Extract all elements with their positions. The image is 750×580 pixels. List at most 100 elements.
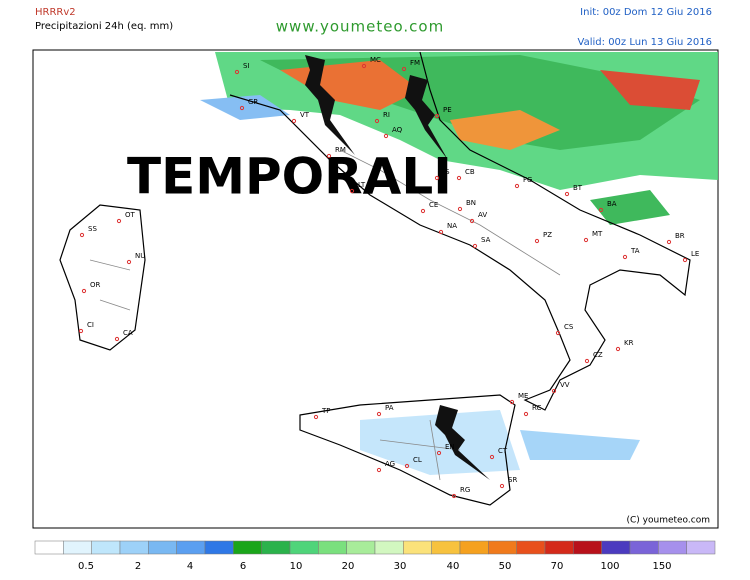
legend-swatch [34,540,64,555]
site-name: www.youmeteo.com [276,18,444,36]
legend-swatch [176,540,206,555]
legend-label: 30 [394,561,407,572]
city-dot [472,243,478,249]
city-dot [404,463,410,469]
city-label: IS [443,168,450,176]
precipitation [200,52,718,475]
city-label: ME [518,392,528,400]
city-label: SA [481,236,491,244]
city-dot [79,232,85,238]
city-dot [234,69,240,75]
city-label: BN [466,199,476,207]
city-dot [551,388,557,394]
city-dot [564,191,570,197]
legend-label: 150 [652,561,671,572]
legend-swatch [403,540,432,555]
city-label: CA [123,329,133,337]
city-dot [434,175,440,181]
city-label: NU [135,252,145,260]
legend-swatch [573,540,602,555]
city-dot [326,153,332,159]
city-dot [514,183,520,189]
legend-swatch [459,540,489,555]
city-label: SR [508,476,517,484]
city-dot [376,467,382,473]
city-label: AQ [392,126,403,134]
model-name: HRRRv2 [35,7,76,18]
city-label: PA [385,404,394,412]
color-legend: 0.5 2 4 6 10 20 30 40 50 70 100 150 [34,540,716,572]
city-label: CB [465,168,475,176]
legend-label: 4 [187,561,193,572]
legend-swatch [629,540,659,555]
city-label: BA [607,200,617,208]
city-dot [239,105,245,111]
city-label: TP [321,407,331,415]
coastlines [59,51,691,506]
city-dot [313,414,319,420]
legend-swatch [516,540,546,555]
city-label: NA [447,222,457,230]
city-label: CZ [593,351,603,359]
legend-swatch [374,540,404,555]
city-label: CI [87,321,94,329]
legend-label: 10 [290,561,303,572]
city-label: LE [691,250,699,258]
city-label: RI [383,111,390,119]
city-label: EN [445,443,455,451]
lightning-icons [305,55,490,480]
legend-swatch [686,540,716,555]
city-label: RG [460,486,470,494]
city-dot [436,450,442,456]
city-label: GR [248,98,258,106]
field-name: Precipitazioni 24h (eq. mm) [35,21,173,32]
legend-swatch [318,540,347,555]
city-dot [361,63,367,69]
init-time: Init: 00z Dom 12 Giu 2016 [580,7,712,18]
legend-label: 50 [499,561,512,572]
city-label: RM [335,146,346,154]
city-label: BR [675,232,685,240]
city-dot [81,288,87,294]
city-dot [451,493,457,499]
city-label: SI [243,62,250,70]
legend-swatch [63,540,92,555]
city-dot [420,208,426,214]
legend-swatch [289,540,319,555]
legend-swatch [346,540,376,555]
city-dot [349,188,355,194]
legend-swatch [658,540,687,555]
city-dot [615,346,621,352]
city-dot [666,239,672,245]
city-dot [376,411,382,417]
valid-time: Valid: 00z Lun 13 Giu 2016 [578,37,712,48]
city-label: CL [413,456,422,464]
city-dot [584,358,590,364]
annotation: TEMPORALI [127,148,452,206]
city-dot [489,454,495,460]
city-label: CS [564,323,574,331]
city-label: VV [560,381,570,389]
city-dot [534,238,540,244]
copyright: (C) youmeteo.com [626,516,710,526]
city-label: SS [88,225,97,233]
city-label: KR [624,339,634,347]
legend-label: 0.5 [78,561,94,572]
borders [89,149,561,481]
legend-swatch [261,540,291,555]
city-dot [383,133,389,139]
city-dot [499,483,505,489]
city-dot [457,206,463,212]
city-label: MT [592,230,603,238]
city-dot [114,336,120,342]
city-label: LT [358,181,366,189]
city-dot [469,218,475,224]
city-dot [509,399,515,405]
city-dot [682,257,688,263]
legend-swatch [488,540,517,555]
city-dot [523,411,529,417]
